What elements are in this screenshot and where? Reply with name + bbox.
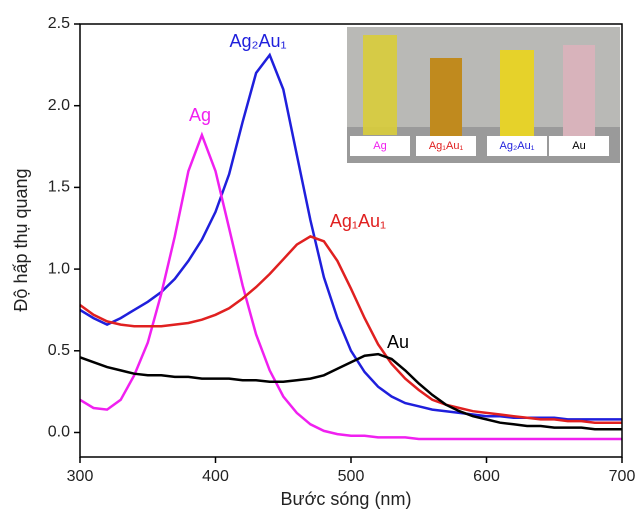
- x-tick-label: 400: [202, 468, 229, 485]
- inset-label: Ag: [373, 140, 386, 152]
- inset-label: Ag₁Au₁: [429, 140, 464, 152]
- y-tick-label: 1.5: [48, 179, 70, 196]
- x-tick-label: 600: [473, 468, 500, 485]
- y-tick-label: 2.5: [48, 15, 70, 32]
- y-tick-label: 0.5: [48, 342, 70, 359]
- vial: [363, 35, 397, 135]
- vial: [563, 45, 595, 137]
- y-tick-label: 2.0: [48, 97, 70, 114]
- x-tick-label: 500: [338, 468, 365, 485]
- x-tick-label: 300: [67, 468, 94, 485]
- y-tick-label: 1.0: [48, 260, 70, 277]
- inset-label: Au: [572, 140, 585, 152]
- series-label: Ag₁Au₁: [330, 211, 386, 231]
- series-label: Ag: [189, 105, 211, 125]
- vial: [500, 50, 534, 136]
- chart: Bước sóng (nm) Độ hấp thụ quang 0.0 0.5 1.…: [0, 0, 642, 526]
- vial: [430, 58, 462, 138]
- inset-label: Ag₂Au₁: [500, 140, 535, 152]
- x-axis-title: Bước sóng (nm): [281, 489, 412, 509]
- y-axis-title: Độ hấp thụ quang: [11, 168, 31, 311]
- series-label: Au: [387, 332, 409, 352]
- y-tick-label: 0.0: [48, 424, 70, 441]
- series-line: [80, 236, 622, 422]
- x-tick-label: 700: [609, 468, 636, 485]
- series-label: Ag₂Au₁: [229, 31, 286, 51]
